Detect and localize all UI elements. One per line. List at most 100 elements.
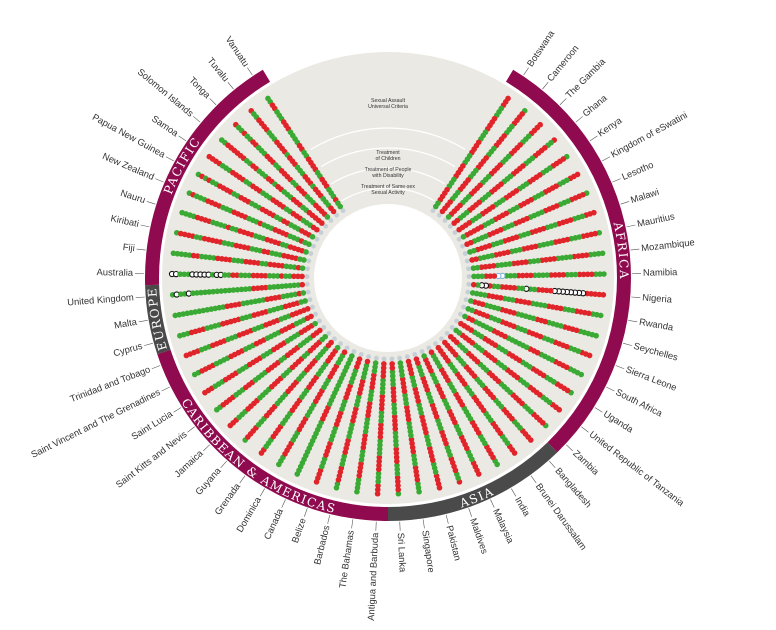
dot-red [519,272,526,279]
dot-green [226,272,232,278]
dot-green [279,283,285,290]
dot-green [234,286,241,293]
dot-red [377,426,384,432]
dot-red [319,220,325,226]
dot-green [177,291,184,297]
dot-red [380,373,387,379]
dot-red [364,358,371,365]
region-ring [145,69,631,521]
dot-green [392,430,399,436]
dot-red [435,344,442,351]
dot-green [460,233,467,240]
dot-green [391,401,397,408]
country-label: Lesotho [620,159,655,182]
dot-grey [318,230,324,235]
dot-red [499,284,505,290]
dot-red [395,486,402,493]
country-tick [144,342,153,346]
dot-green [491,283,497,290]
dot-grey [436,212,442,218]
dot-red [458,320,464,327]
dot-red [314,226,320,233]
dot-red [295,273,301,280]
dot-green [287,273,293,279]
dot-grey [323,223,329,229]
dot-grey [305,289,311,295]
dot-green [597,271,603,277]
country-label: Saint Kitts and Nevis [113,428,189,490]
dot-green [190,290,196,297]
country-tick [165,156,175,162]
category-label: Treatment of Children [375,150,400,162]
dot-green [469,290,476,296]
country-label: Grenada [212,480,243,517]
dot-red [356,356,363,362]
dot-green [337,203,344,210]
dot-green [532,272,538,279]
dot-red [390,389,397,396]
country-label: Mozambique [641,236,696,253]
dot-green [378,417,384,424]
dot-green [392,434,399,440]
country-label: Malawi [629,186,660,205]
country-tick [239,475,246,484]
category-labels: Sexual Assault Universal Criteria Treatmen… [361,98,415,196]
dot-grey [452,230,458,235]
dot-green [432,203,439,210]
dot-green [471,273,477,280]
dot-green [540,272,546,278]
country-label: Tonga [187,74,213,100]
dot-grey [308,251,314,256]
dot-green [593,271,599,277]
dot-red [375,466,382,473]
dot-red [511,285,518,291]
dot-green [511,272,518,279]
dot-green [246,272,253,279]
country-tick [620,201,630,205]
dot-red [330,208,337,215]
dot-red [469,257,475,263]
country-label: Botswana [524,27,556,68]
dot-red [377,434,384,440]
dot-green [246,286,253,292]
dot-red [390,393,397,400]
country-label: India [513,495,533,519]
dot-green [267,284,273,291]
dot-grey [304,281,310,287]
dot-red [390,385,397,392]
dot-green [376,446,383,452]
dot-green [389,369,396,375]
dot-red [393,450,400,456]
dot-red [341,349,348,356]
country-label: Dominica [234,494,264,534]
dot-grey [447,223,453,229]
dot-green [390,377,396,383]
dot-green [377,442,383,448]
dot-green [214,288,221,295]
dot-green [242,272,248,279]
dot-green [222,272,228,278]
dot-green [375,474,382,481]
dot-red [392,417,398,424]
dot-red [395,478,401,485]
country-tick [327,514,331,524]
dot-green [394,462,400,469]
country-tick [615,365,625,370]
dot-green [380,377,386,383]
country-tick [203,444,211,452]
dot-green [601,271,607,277]
dot-green [242,286,249,292]
region-segment-asia [388,442,558,521]
dot-grey [334,212,340,218]
dot-grey [366,354,372,360]
dot-red [381,361,387,367]
country-label: Samoa [150,113,181,139]
country-tick [575,116,583,123]
country-tick [187,426,195,433]
country-label: United Republic of Tanzania [587,428,687,508]
dot-green [479,273,485,280]
dot-red [483,273,489,279]
dot-red [428,349,435,356]
country-tick [565,444,573,452]
dot-grey [466,266,471,272]
